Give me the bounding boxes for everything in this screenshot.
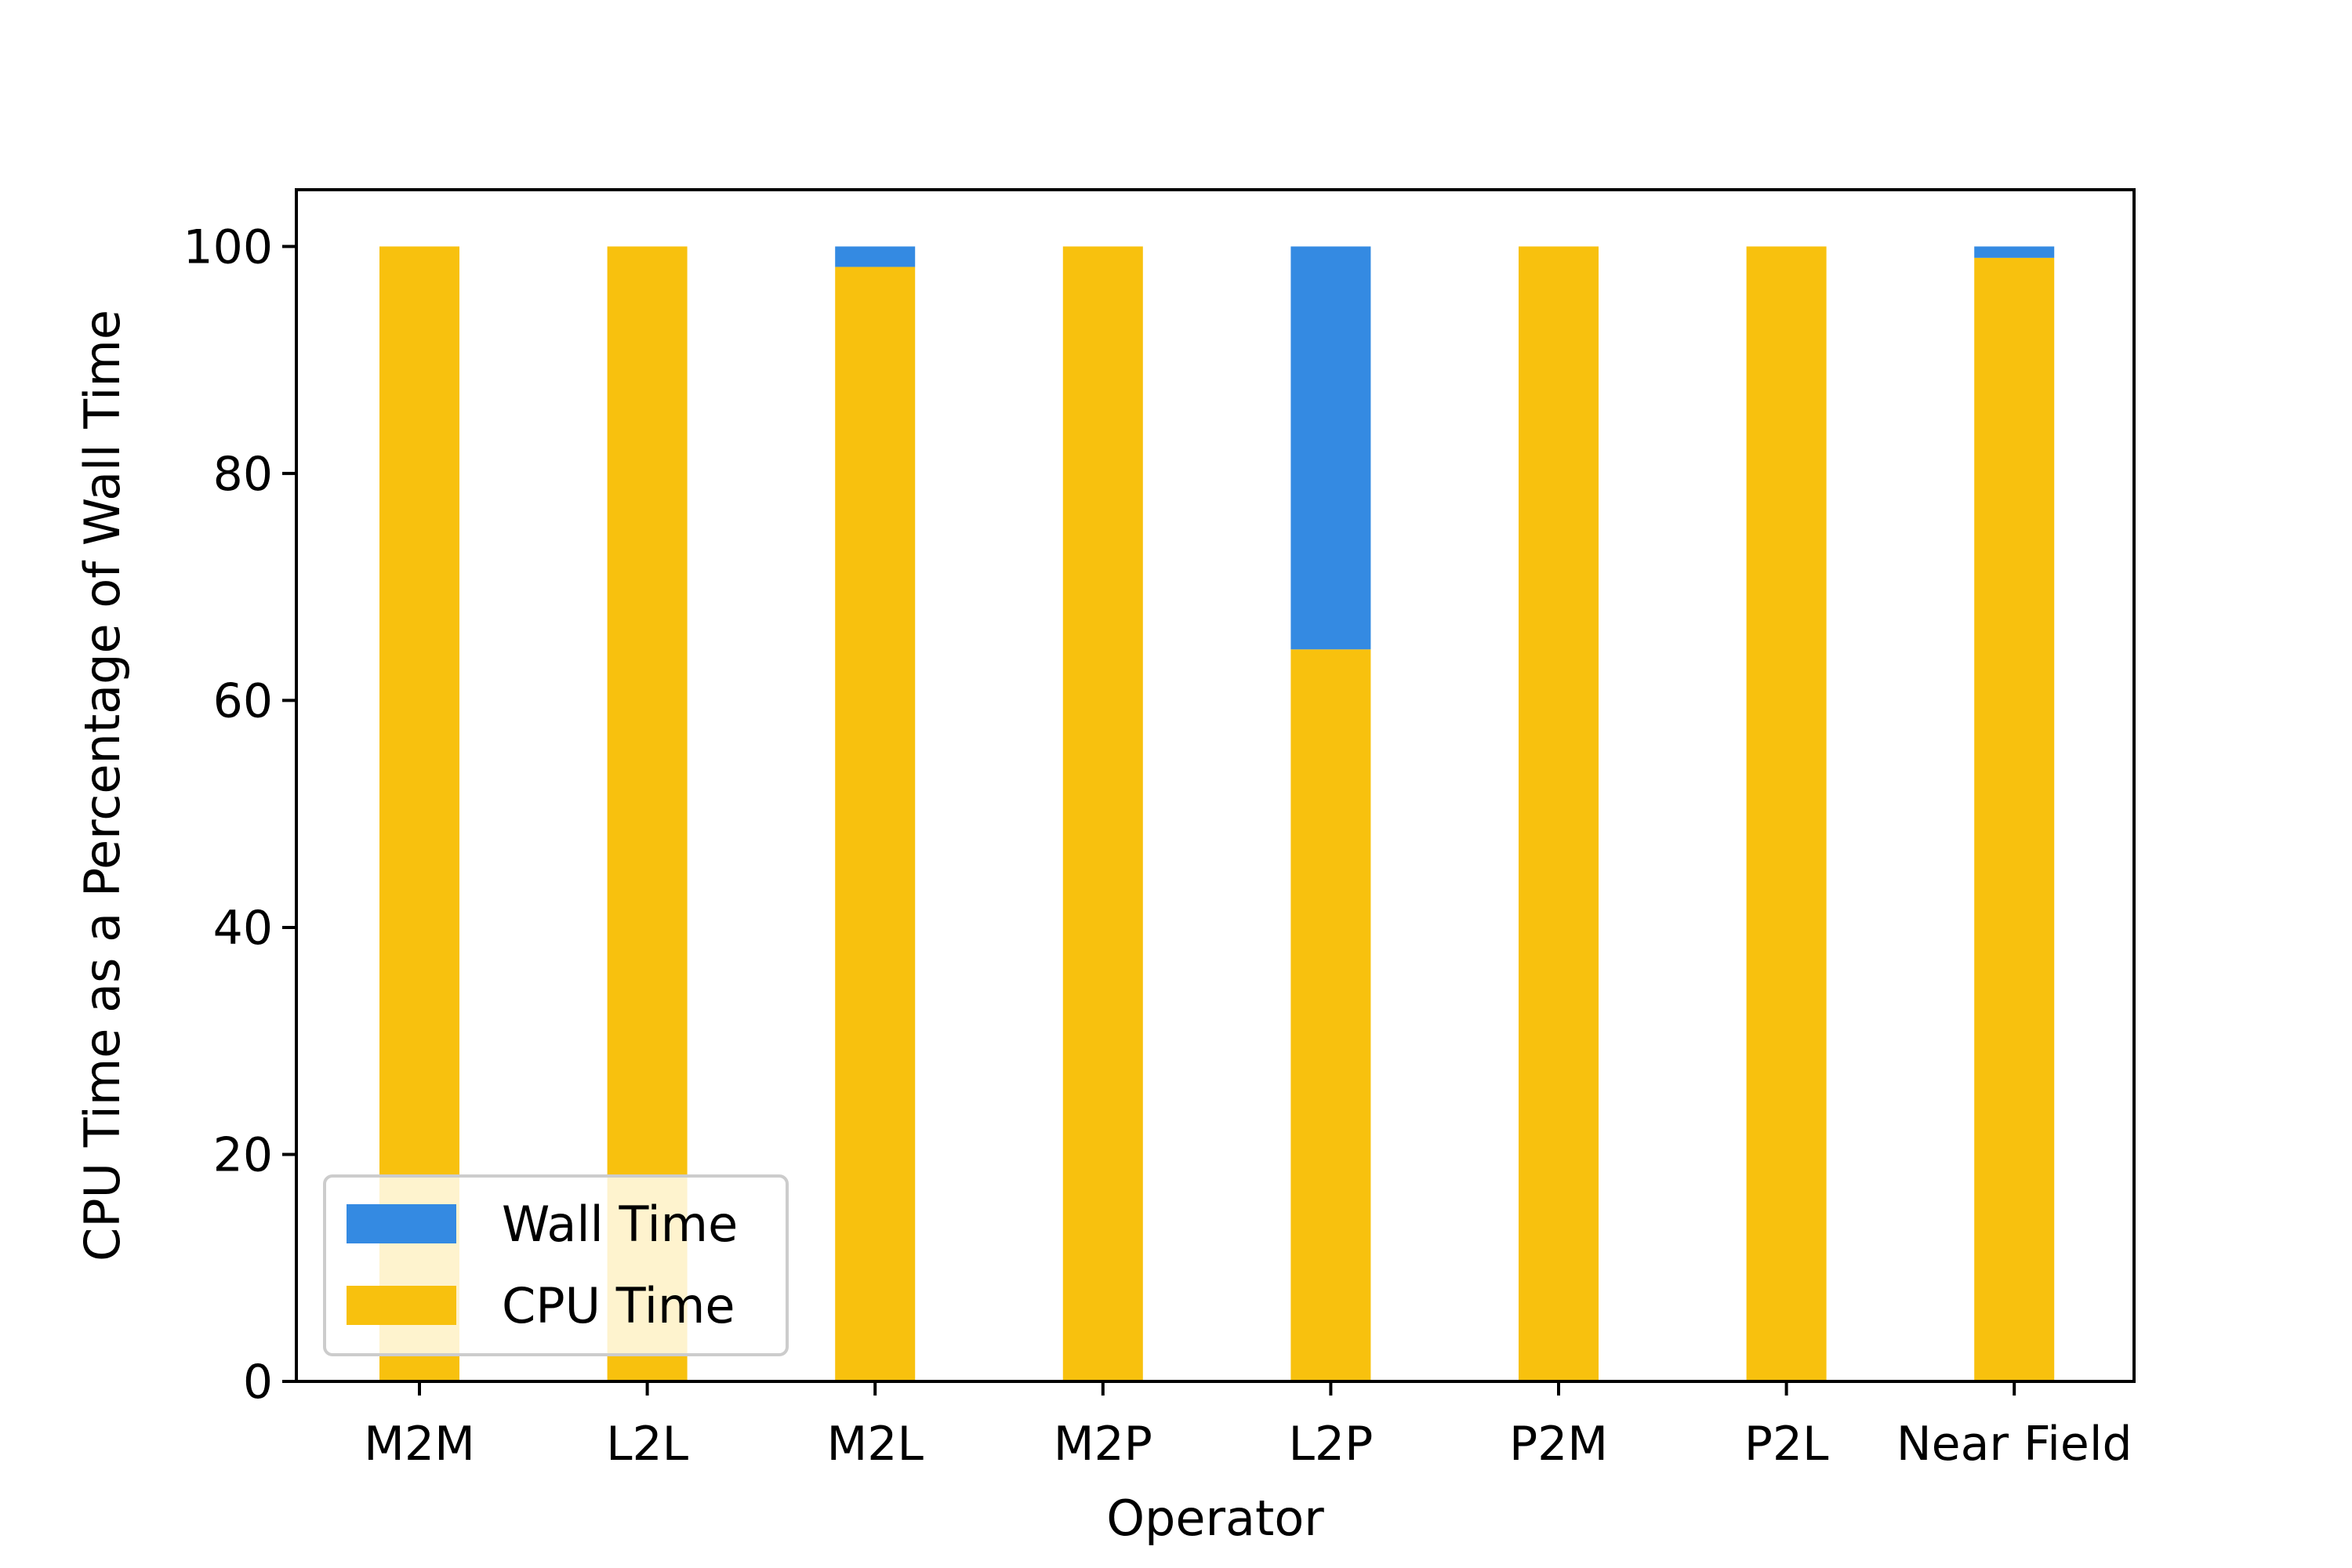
- x-axis: M2M L2L M2L M2P L2P P2M P2L Near Field: [364, 1381, 2132, 1472]
- legend: Wall Time CPU Time: [323, 1174, 789, 1356]
- y-tick-label: 80: [213, 447, 273, 502]
- legend-swatch-wall-time: [347, 1204, 456, 1243]
- bar-cpu-time-l2p: [1290, 649, 1371, 1381]
- x-tick-label: L2P: [1289, 1417, 1374, 1472]
- x-tick-label: P2L: [1744, 1417, 1829, 1472]
- y-axis: 0 20 40 60 80 100: [183, 220, 296, 1410]
- bar-wall-time-m2l: [835, 246, 916, 267]
- x-tick-label: L2L: [606, 1417, 689, 1472]
- bar-cpu-time-m2l: [835, 267, 916, 1381]
- bar-cpu-time-p2m: [1519, 246, 1599, 1381]
- x-axis-label: Operator: [1106, 1490, 1324, 1547]
- y-tick-label: 20: [213, 1127, 273, 1182]
- bars-layer: [379, 246, 2055, 1381]
- legend-label-wall-time: Wall Time: [502, 1196, 738, 1253]
- x-tick-label: M2L: [827, 1417, 924, 1472]
- y-tick-label: 0: [243, 1355, 273, 1410]
- bar-cpu-time-m2p: [1062, 246, 1143, 1381]
- bar-wall-time-near-field: [1974, 246, 2055, 258]
- legend-label-cpu-time: CPU Time: [502, 1277, 735, 1334]
- plot-frame: [295, 188, 2136, 1383]
- x-tick-label: P2M: [1509, 1417, 1608, 1472]
- legend-swatch-cpu-time: [347, 1286, 456, 1325]
- y-tick-label: 40: [213, 901, 273, 956]
- bar-cpu-time-near-field: [1974, 257, 2055, 1381]
- y-axis-label: CPU Time as a Percentage of Wall Time: [74, 310, 131, 1261]
- y-tick-label: 100: [183, 220, 273, 274]
- x-tick-label: M2P: [1054, 1417, 1152, 1472]
- bar-cpu-time-p2l: [1746, 246, 1827, 1381]
- x-tick-label: Near Field: [1896, 1417, 2132, 1472]
- bar-wall-time-l2p: [1290, 246, 1371, 650]
- x-tick-label: M2M: [364, 1417, 475, 1472]
- y-tick-label: 60: [213, 673, 273, 728]
